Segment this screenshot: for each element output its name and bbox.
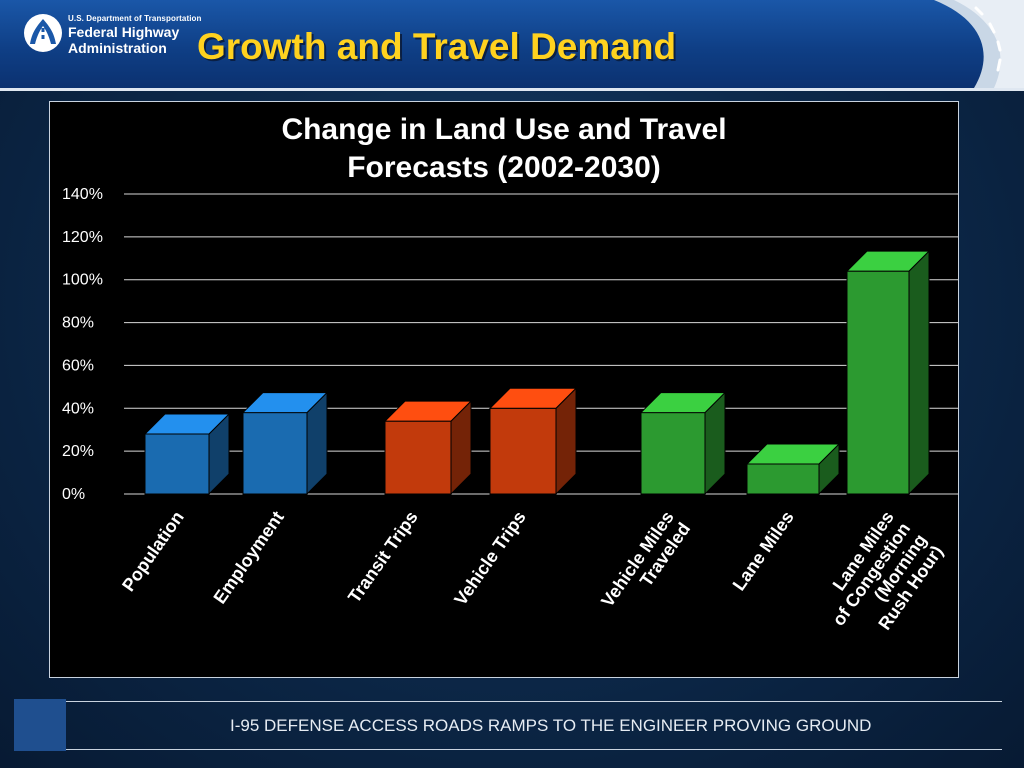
chart-title-line2: Forecasts (2002-2030)	[347, 151, 661, 184]
bar	[143, 412, 231, 496]
bar-front-face	[846, 270, 910, 495]
bar-front-face	[144, 433, 210, 495]
bar	[488, 387, 578, 496]
bar-front-face	[384, 420, 452, 495]
bar-chart: 0% 20% 40% 60% 80% 100% 120% 140% Population Empl…	[62, 186, 958, 634]
x-category-label: Transit Trips	[344, 507, 422, 606]
bar-top-face	[383, 400, 473, 422]
bar	[383, 399, 473, 496]
chart-title-line1: Change in Land Use and Travel	[281, 113, 727, 146]
y-tick-label: 120%	[62, 229, 103, 246]
x-category-label: Vehicle Trips	[450, 507, 530, 609]
footer-project-title: I-95 DEFENSE ACCESS ROADS RAMPS TO THE E…	[230, 716, 872, 735]
x-category-label-line: Vehicle Trips	[450, 507, 530, 609]
bar-top-face	[488, 387, 578, 409]
header-divider	[0, 88, 1024, 91]
agency-department-text: U.S. Department of Transportation	[68, 14, 202, 23]
chart-panel: Change in Land Use and Travel Forecasts …	[49, 101, 959, 678]
x-category-label: Population	[118, 507, 188, 595]
slide-title: Growth and Travel Demand	[197, 26, 677, 67]
fhwa-logo: U.S. Department of Transportation Federa…	[24, 14, 201, 58]
agency-name-line1: Federal Highway	[68, 24, 180, 40]
bar	[745, 442, 841, 496]
y-tick-label: 140%	[62, 186, 103, 203]
bar	[639, 391, 727, 496]
x-category-label: Lane Miles	[729, 507, 798, 594]
footer-accent-square	[14, 699, 66, 751]
x-category-label-line: Employment	[209, 507, 287, 607]
bar-top-face	[845, 250, 931, 272]
y-tick-label: 60%	[62, 357, 94, 374]
bar-front-face	[746, 463, 820, 495]
bar-front-face	[489, 407, 557, 495]
y-tick-label: 100%	[62, 272, 103, 289]
agency-name-line2: Administration	[68, 40, 167, 56]
y-tick-label: 0%	[62, 486, 85, 503]
bar-side-face	[908, 249, 930, 496]
footer-divider-top	[66, 701, 1002, 702]
road-graphic-icon	[914, 0, 1024, 88]
bar-top-face	[745, 443, 841, 465]
bar-top-face	[639, 392, 727, 414]
y-tick-label: 20%	[62, 443, 94, 460]
x-category-label: Employment	[209, 507, 287, 607]
bar	[845, 249, 931, 496]
bar-top-face	[143, 413, 231, 435]
x-category-label-line: Lane Miles	[729, 507, 798, 594]
y-tick-label: 40%	[62, 400, 94, 417]
bar-front-face	[640, 412, 706, 495]
y-tick-label: 80%	[62, 315, 94, 332]
x-category-label-line: Transit Trips	[344, 507, 422, 606]
fhwa-emblem-icon	[24, 14, 62, 52]
header-bar: U.S. Department of Transportation Federa…	[0, 0, 1024, 88]
chart-title: Change in Land Use and Travel Forecasts …	[50, 111, 958, 187]
x-category-label-line: Population	[118, 507, 188, 595]
bar-front-face	[242, 412, 308, 495]
bar-top-face	[241, 392, 329, 414]
bar	[241, 391, 329, 496]
footer-divider-bottom	[66, 749, 1002, 750]
